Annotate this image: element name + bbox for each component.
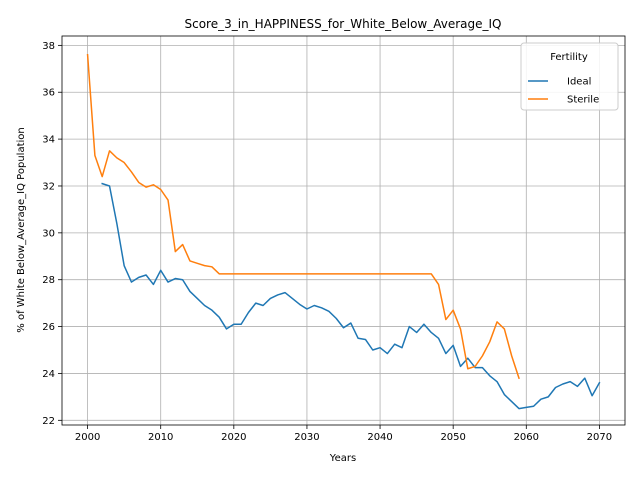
- x-tick-label: 2030: [294, 432, 319, 443]
- y-tick-label: 30: [42, 228, 55, 239]
- chart-title: Score_3_in_HAPPINESS_for_White_Below_Ave…: [185, 17, 502, 31]
- series-line-sterile: [86, 53, 520, 380]
- x-tick-label: 2020: [221, 432, 246, 443]
- legend-label-sterile: Sterile: [567, 95, 599, 106]
- x-tick-label: 2040: [367, 432, 392, 443]
- y-tick-label: 32: [42, 181, 55, 192]
- y-tick-label: 38: [42, 41, 55, 52]
- legend-label-ideal: Ideal: [567, 77, 591, 88]
- y-tick-label: 36: [42, 88, 55, 99]
- y-tick-label: 34: [42, 135, 55, 146]
- legend-items: Ideal Sterile: [528, 77, 599, 106]
- y-tick-label: 28: [42, 275, 55, 286]
- x-tick-label: 2070: [587, 432, 612, 443]
- y-axis-ticks: 22 24 26 28 30 32 34 36 38: [42, 41, 62, 427]
- x-tick-label: 2060: [514, 432, 539, 443]
- y-tick-label: 22: [42, 416, 55, 427]
- plot-frame: [61, 35, 626, 426]
- legend: Fertility Ideal Sterile: [520, 42, 619, 111]
- x-tick-label: 2010: [148, 432, 173, 443]
- y-tick-label: 26: [42, 322, 55, 333]
- x-axis-ticks: 2000 2010 2020 2030 2040 2050 2060 2070: [75, 425, 612, 443]
- series-layer: [86, 53, 601, 410]
- x-axis-title: Years: [329, 453, 356, 464]
- x-tick-label: 2000: [75, 432, 100, 443]
- y-tick-label: 24: [42, 369, 55, 380]
- legend-box: [520, 42, 619, 111]
- y-axis-title: % of White Below_Average_IQ Population: [16, 127, 27, 332]
- legend-title: Fertility: [550, 52, 588, 63]
- series-line-ideal: [101, 182, 601, 410]
- x-tick-label: 2050: [440, 432, 465, 443]
